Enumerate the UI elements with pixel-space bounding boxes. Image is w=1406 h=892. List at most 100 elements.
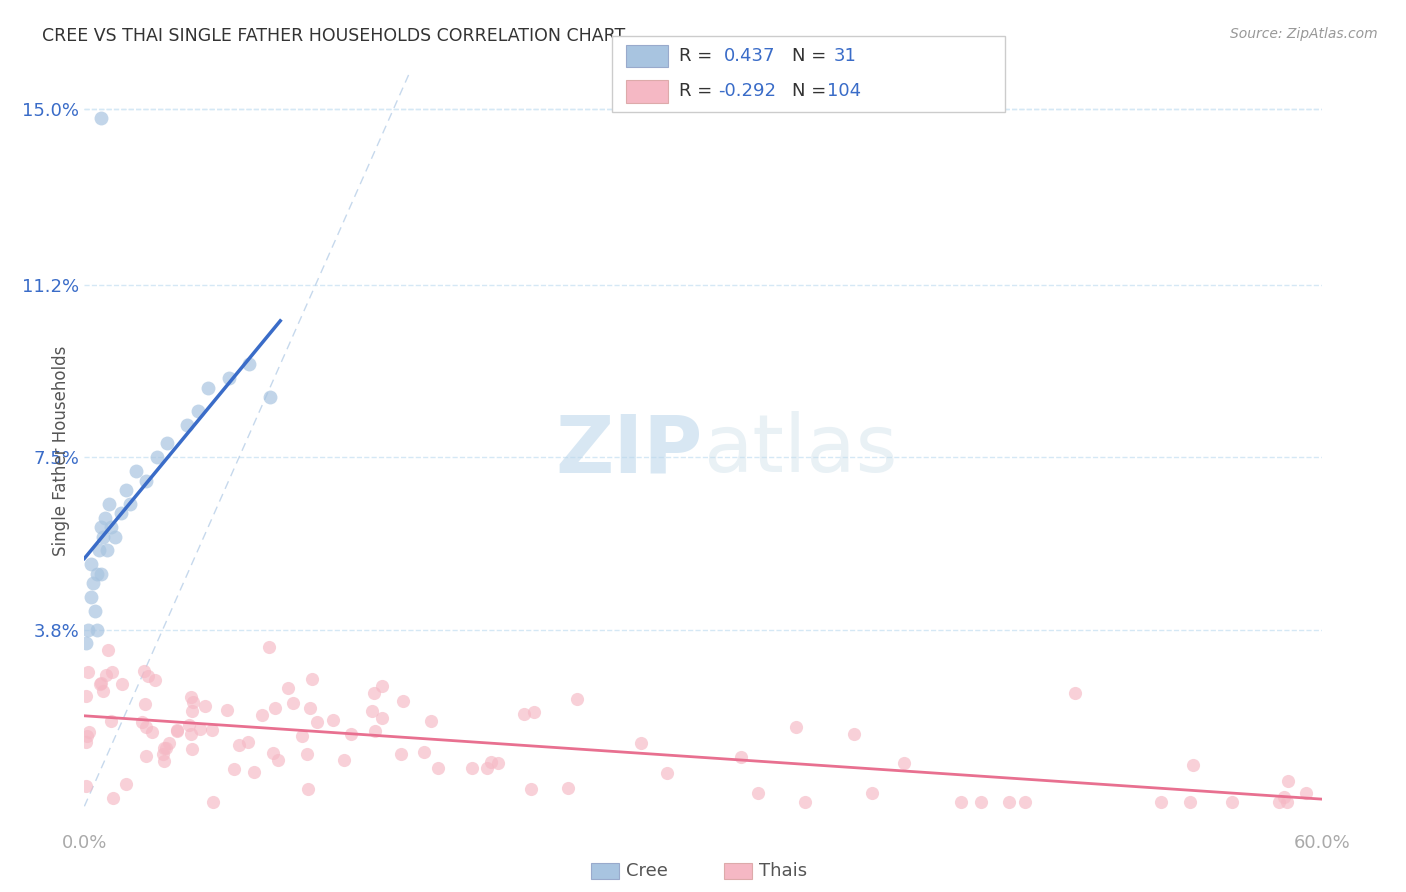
Thais [461, 761, 484, 775]
Cree [87, 543, 110, 558]
Text: atlas: atlas [703, 411, 897, 490]
Thais [267, 754, 290, 768]
Thais [1268, 795, 1291, 809]
Thais [298, 700, 321, 714]
Thais [132, 665, 155, 679]
Thais [371, 710, 394, 724]
Cree [90, 566, 112, 581]
Thais [166, 723, 188, 738]
Thais [180, 690, 202, 704]
Cree [100, 520, 122, 534]
Thais [305, 714, 328, 729]
Thais [77, 665, 100, 680]
Thais [747, 786, 769, 800]
Thais [1295, 786, 1317, 800]
Thais [75, 690, 97, 704]
Thais [1150, 795, 1173, 809]
Thais [157, 736, 180, 750]
Cree [77, 623, 100, 637]
Thais [153, 741, 176, 756]
Thais [1181, 758, 1204, 772]
Thais [1272, 789, 1295, 804]
Thais [523, 705, 546, 719]
Thais [262, 746, 284, 760]
Cree [75, 636, 97, 650]
Cree [125, 464, 148, 478]
Thais [135, 749, 157, 764]
Text: 31: 31 [834, 46, 856, 65]
Thais [75, 735, 97, 749]
Text: N =: N = [792, 82, 831, 101]
Cree [79, 558, 101, 572]
Thais [301, 672, 323, 686]
Thais [263, 701, 285, 715]
Thais [364, 724, 387, 739]
Thais [844, 727, 866, 741]
Thais [134, 697, 156, 711]
Thais [183, 695, 205, 709]
Thais [155, 740, 177, 755]
Thais [180, 727, 202, 741]
Thais [277, 681, 299, 695]
Thais [257, 640, 280, 655]
Text: R =: R = [679, 46, 724, 65]
Thais [141, 725, 163, 739]
Cree [96, 543, 118, 558]
Cree [156, 436, 179, 450]
Thais [224, 762, 246, 776]
Thais [201, 723, 224, 737]
Thais [1063, 686, 1085, 700]
Thais [179, 717, 201, 731]
Thais [91, 684, 114, 698]
Thais [228, 739, 250, 753]
Thais [339, 727, 361, 741]
Thais [194, 699, 217, 714]
Cree [79, 590, 101, 604]
Thais [76, 729, 98, 743]
Cree [98, 497, 121, 511]
Thais [250, 707, 273, 722]
Thais [1277, 774, 1299, 789]
Thais [131, 715, 153, 730]
Thais [860, 786, 883, 800]
Thais [488, 756, 510, 770]
Cree [90, 520, 112, 534]
Cree [86, 566, 108, 581]
Thais [412, 745, 434, 759]
Thais [180, 704, 202, 718]
Cree [238, 358, 260, 372]
Text: ZIP: ZIP [555, 411, 703, 490]
Thais [101, 665, 124, 679]
Cree [90, 111, 112, 125]
Text: 0.437: 0.437 [724, 46, 776, 65]
Text: Cree: Cree [626, 862, 668, 880]
Cree [135, 474, 157, 488]
Thais [96, 668, 118, 682]
Cree [176, 417, 198, 432]
Thais [136, 668, 159, 682]
Thais [392, 694, 415, 708]
Thais [114, 777, 136, 791]
Thais [135, 720, 157, 734]
Cree [197, 381, 219, 395]
Cree [118, 497, 141, 511]
Thais [730, 749, 752, 764]
Text: R =: R = [679, 82, 718, 101]
Thais [188, 722, 211, 736]
Thais [281, 696, 304, 710]
Text: -0.292: -0.292 [718, 82, 776, 101]
Cree [94, 511, 117, 525]
Thais [152, 747, 174, 761]
Thais [1014, 795, 1036, 809]
Text: N =: N = [792, 46, 838, 65]
Thais [370, 679, 392, 693]
Cree [86, 623, 108, 637]
Cree [145, 450, 167, 465]
Thais [1178, 795, 1201, 809]
Thais [143, 673, 166, 687]
Cree [83, 604, 105, 618]
Cree [187, 404, 209, 418]
Text: 104: 104 [827, 82, 860, 101]
Text: CREE VS THAI SINGLE FATHER HOUSEHOLDS CORRELATION CHART: CREE VS THAI SINGLE FATHER HOUSEHOLDS CO… [42, 27, 626, 45]
Thais [89, 677, 111, 691]
